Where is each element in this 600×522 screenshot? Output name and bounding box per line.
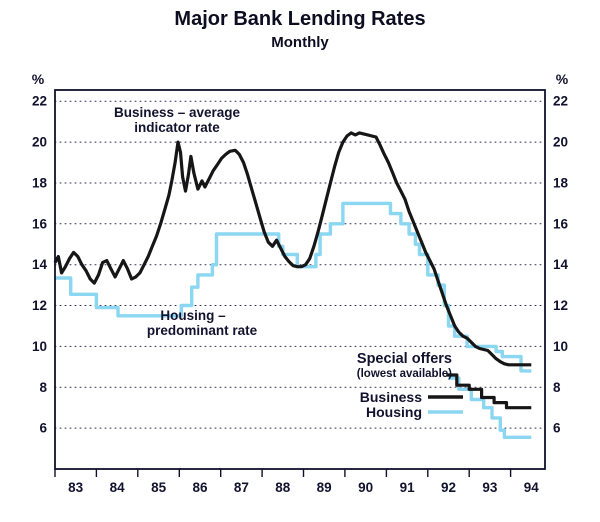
- y-tick-label-left: 20: [32, 135, 47, 150]
- y-tick-label-right: 12: [553, 298, 568, 313]
- legend-subtitle: (lowest available): [357, 368, 452, 380]
- x-tick-label: 93: [482, 480, 498, 495]
- x-tick-label: 91: [400, 480, 416, 495]
- legend-item-housing-label: Housing: [366, 404, 422, 420]
- y-axis-unit-right: %: [556, 71, 569, 87]
- x-axis-labels: 83 84 85 86 87 88 89 90 91 92 93 94: [68, 480, 539, 495]
- y-tick-label-right: 14: [553, 257, 569, 272]
- y-tick-label-right: 18: [553, 176, 569, 191]
- y-tick-label-left: 18: [32, 176, 48, 191]
- y-tick-label-right: 6: [553, 421, 561, 436]
- x-tick-label: 89: [317, 480, 332, 495]
- y-tick-label-right: 22: [553, 94, 568, 109]
- chart-title: Major Bank Lending Rates: [174, 8, 425, 30]
- y-tick-label-left: 6: [39, 421, 47, 436]
- legend: Special offers (lowest available) Busine…: [357, 351, 463, 420]
- x-tick-label: 86: [192, 480, 208, 495]
- y-axis-labels-right: 6 8 10 12 14 16 18 20 22: [553, 94, 569, 436]
- x-tick-label: 83: [68, 480, 84, 495]
- series-line-business-special-offers-lowest-available: [446, 373, 532, 410]
- x-tick-label: 90: [358, 480, 373, 495]
- x-tick-label: 84: [110, 480, 126, 495]
- y-tick-label-left: 22: [32, 94, 47, 109]
- y-tick-label-right: 16: [553, 216, 569, 231]
- y-tick-label-left: 16: [32, 216, 48, 231]
- business-series-label-line2: indicator rate: [134, 120, 220, 135]
- x-tick-label: 85: [151, 480, 167, 495]
- housing-series-label-line2: predominant rate: [147, 323, 258, 338]
- series-line-business-average-indicator-rate: [53, 131, 532, 367]
- chart-subtitle: Monthly: [271, 34, 329, 51]
- housing-series-label-line1: Housing –: [160, 308, 226, 323]
- gridlines: [54, 100, 546, 429]
- legend-item-business-label: Business: [360, 389, 422, 405]
- series-line-housing-predominant-rate: [55, 201, 532, 373]
- x-axis-tick-marks: [54, 469, 512, 477]
- business-series-label-line1: Business – average: [114, 105, 241, 120]
- x-tick-label: 94: [524, 480, 540, 495]
- x-tick-label: 92: [441, 480, 456, 495]
- legend-title: Special offers: [357, 351, 452, 367]
- y-tick-label-left: 8: [39, 380, 47, 395]
- y-tick-label-left: 14: [32, 257, 48, 272]
- x-tick-label: 88: [275, 480, 291, 495]
- y-axis-labels-left: 6 8 10 12 14 16 18 20 22: [32, 94, 48, 436]
- y-tick-label-right: 8: [553, 380, 561, 395]
- y-tick-label-left: 10: [32, 339, 47, 354]
- series-line-housing-special-offers-lowest-available: [448, 376, 532, 439]
- plot-frame: [54, 89, 546, 470]
- y-tick-label-right: 20: [553, 135, 568, 150]
- y-tick-label-left: 12: [32, 298, 47, 313]
- data-series: [53, 131, 532, 439]
- y-tick-label-right: 10: [553, 339, 568, 354]
- x-tick-label: 87: [234, 480, 249, 495]
- y-axis-unit-left: %: [32, 71, 45, 87]
